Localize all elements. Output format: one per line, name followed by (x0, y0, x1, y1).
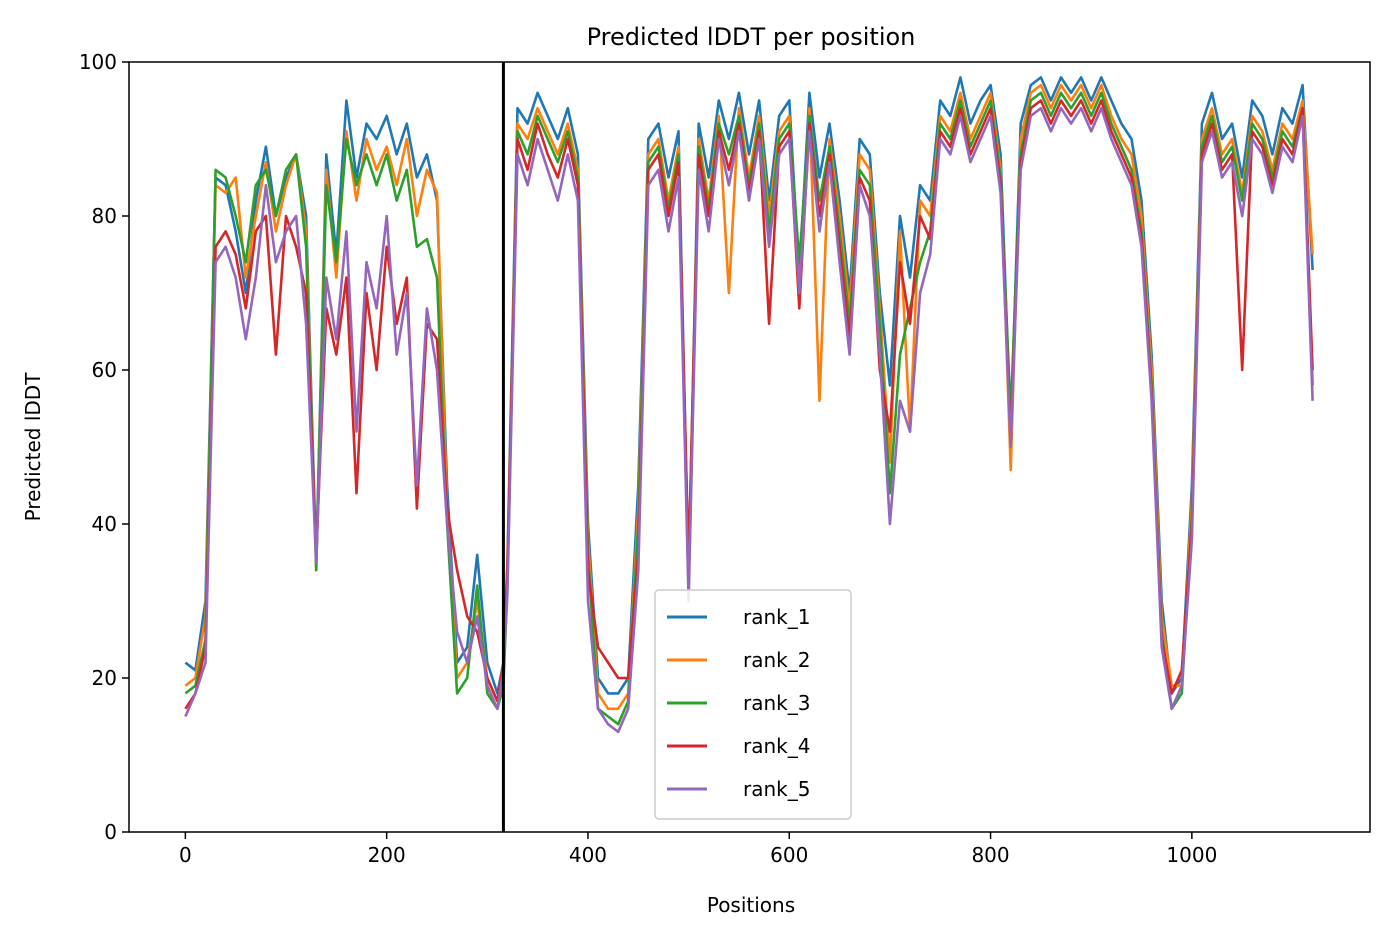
y-tick-label: 0 (104, 820, 117, 844)
x-axis-label: Positions (707, 893, 795, 917)
y-axis-label: Predicted lDDT (21, 372, 45, 522)
x-tick-label: 400 (569, 843, 607, 867)
x-tick-label: 1000 (1166, 843, 1217, 867)
legend-label-rank-3: rank_3 (743, 691, 810, 715)
legend-label-rank-2: rank_2 (743, 648, 810, 672)
series-line-rank-1 (184, 76, 1314, 695)
x-tick-label: 600 (770, 843, 808, 867)
y-tick-label: 20 (92, 666, 117, 690)
plot-area (184, 62, 1314, 832)
y-tick-label: 40 (92, 512, 117, 536)
x-tick-label: 0 (179, 843, 192, 867)
y-tick-label: 60 (92, 358, 117, 382)
legend-label-rank-4: rank_4 (743, 734, 810, 758)
y-axis: 0 20 40 60 80 100 (79, 50, 129, 844)
legend-label-rank-5: rank_5 (743, 777, 810, 801)
y-tick-label: 100 (79, 50, 117, 74)
legend-label-rank-1: rank_1 (743, 605, 810, 629)
series-line-rank-5 (184, 106, 1314, 734)
legend: rank_1 rank_2 rank_3 rank_4 rank_5 (654, 589, 852, 820)
x-axis: 0 200 400 600 800 1000 (179, 832, 1217, 867)
x-tick-label: 200 (368, 843, 406, 867)
y-tick-label: 80 (92, 204, 117, 228)
plot-frame (128, 61, 1371, 833)
legend-box (654, 589, 852, 820)
chart-title: Predicted lDDT per position (587, 23, 916, 51)
x-tick-label: 800 (971, 843, 1009, 867)
